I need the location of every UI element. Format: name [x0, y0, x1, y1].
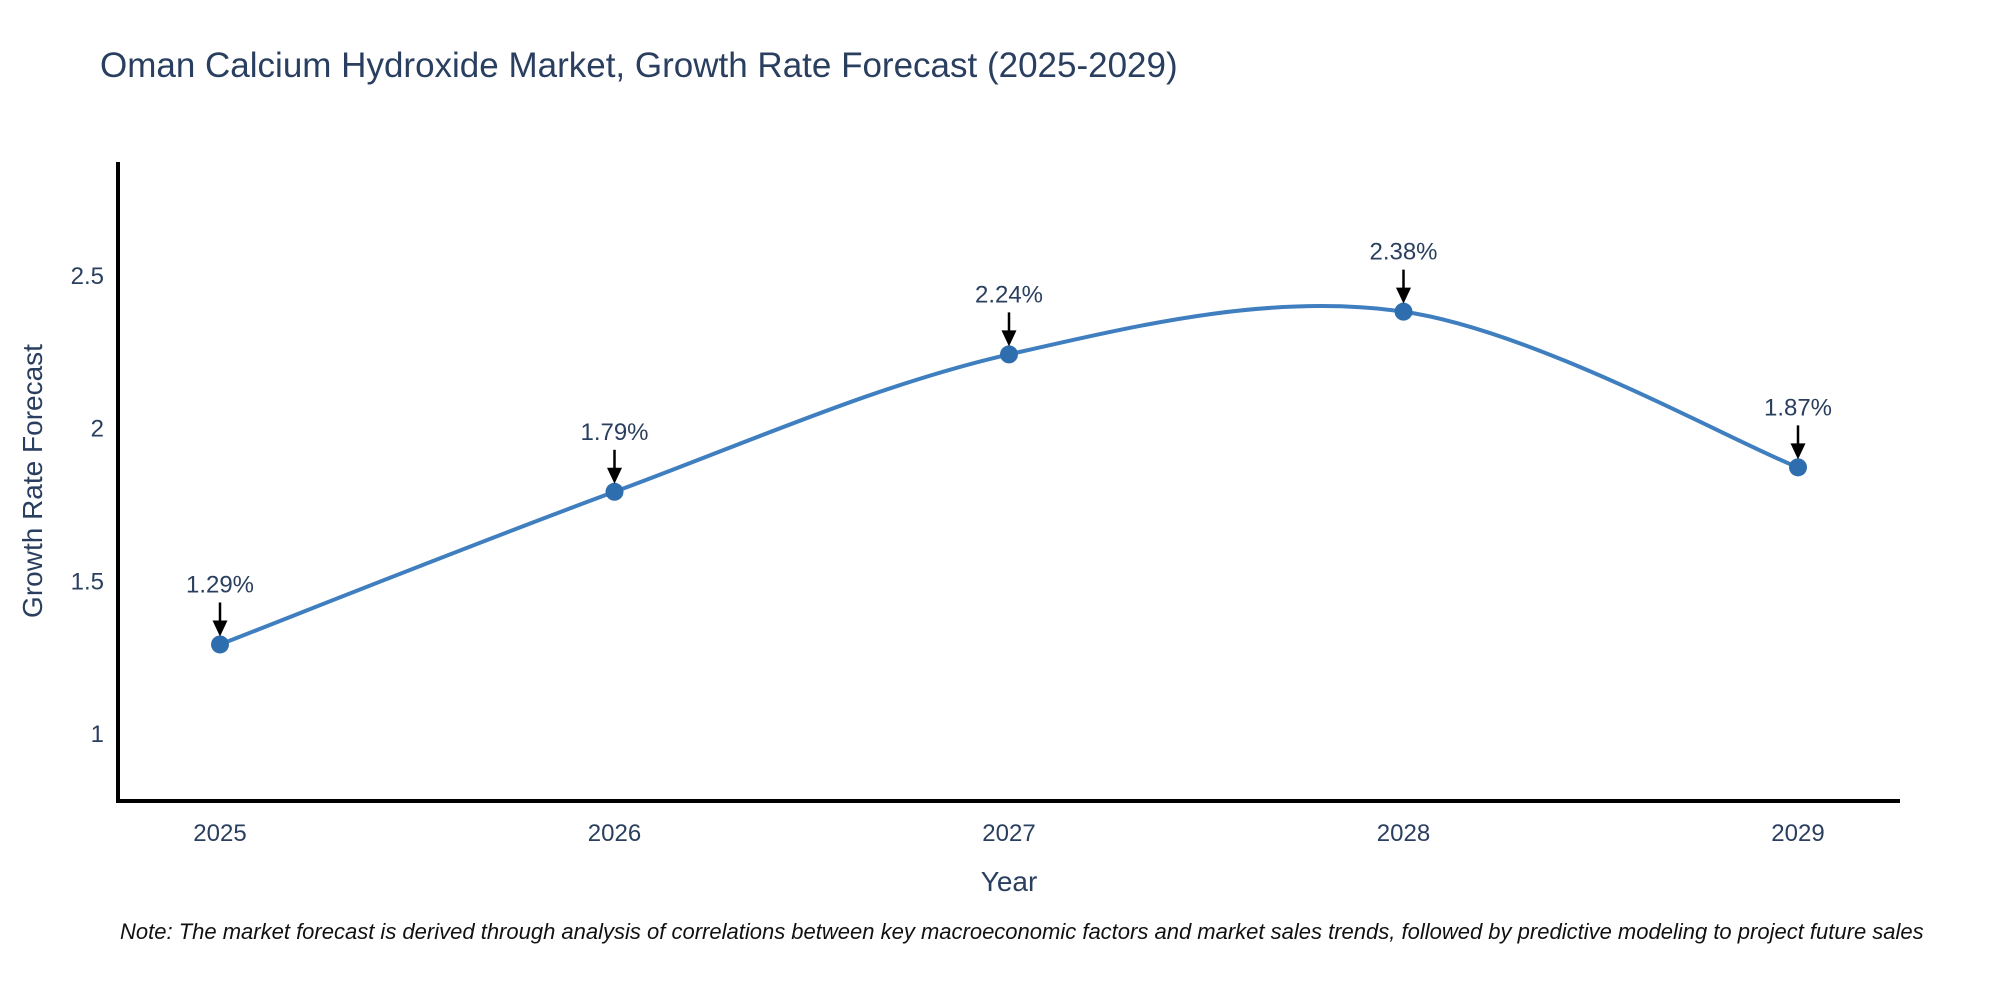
- x-tick-label: 2029: [1771, 820, 1824, 847]
- data-point-marker: [1394, 302, 1413, 321]
- chart-title: Oman Calcium Hydroxide Market, Growth Ra…: [100, 46, 1178, 85]
- data-label: 1.79%: [580, 419, 648, 446]
- footnote: Note: The market forecast is derived thr…: [120, 919, 1924, 944]
- annotation-arrowhead: [1396, 287, 1411, 304]
- y-tick-label: 2.5: [71, 263, 104, 290]
- annotation-arrowhead: [212, 620, 228, 637]
- x-tick-label: 2027: [982, 820, 1035, 847]
- data-point-marker: [1000, 345, 1018, 364]
- data-point-marker: [211, 635, 229, 654]
- data-label: 1.87%: [1764, 394, 1832, 421]
- y-tick-label: 2: [91, 416, 104, 443]
- annotation-arrowhead: [607, 467, 622, 484]
- x-tick-label: 2026: [588, 820, 641, 847]
- x-tick-label: 2028: [1377, 820, 1430, 847]
- y-tick-label: 1.5: [71, 568, 104, 595]
- data-label: 2.24%: [975, 281, 1043, 308]
- annotation-arrowhead: [1001, 330, 1017, 347]
- data-point-marker: [605, 482, 624, 501]
- x-axis-title: Year: [980, 866, 1038, 897]
- data-point-marker: [1789, 458, 1807, 477]
- data-label: 1.29%: [186, 571, 254, 598]
- x-tick-label: 2025: [193, 820, 246, 847]
- y-tick-label: 1: [91, 721, 104, 748]
- data-label: 2.38%: [1369, 239, 1437, 266]
- annotation-arrowhead: [1790, 443, 1806, 460]
